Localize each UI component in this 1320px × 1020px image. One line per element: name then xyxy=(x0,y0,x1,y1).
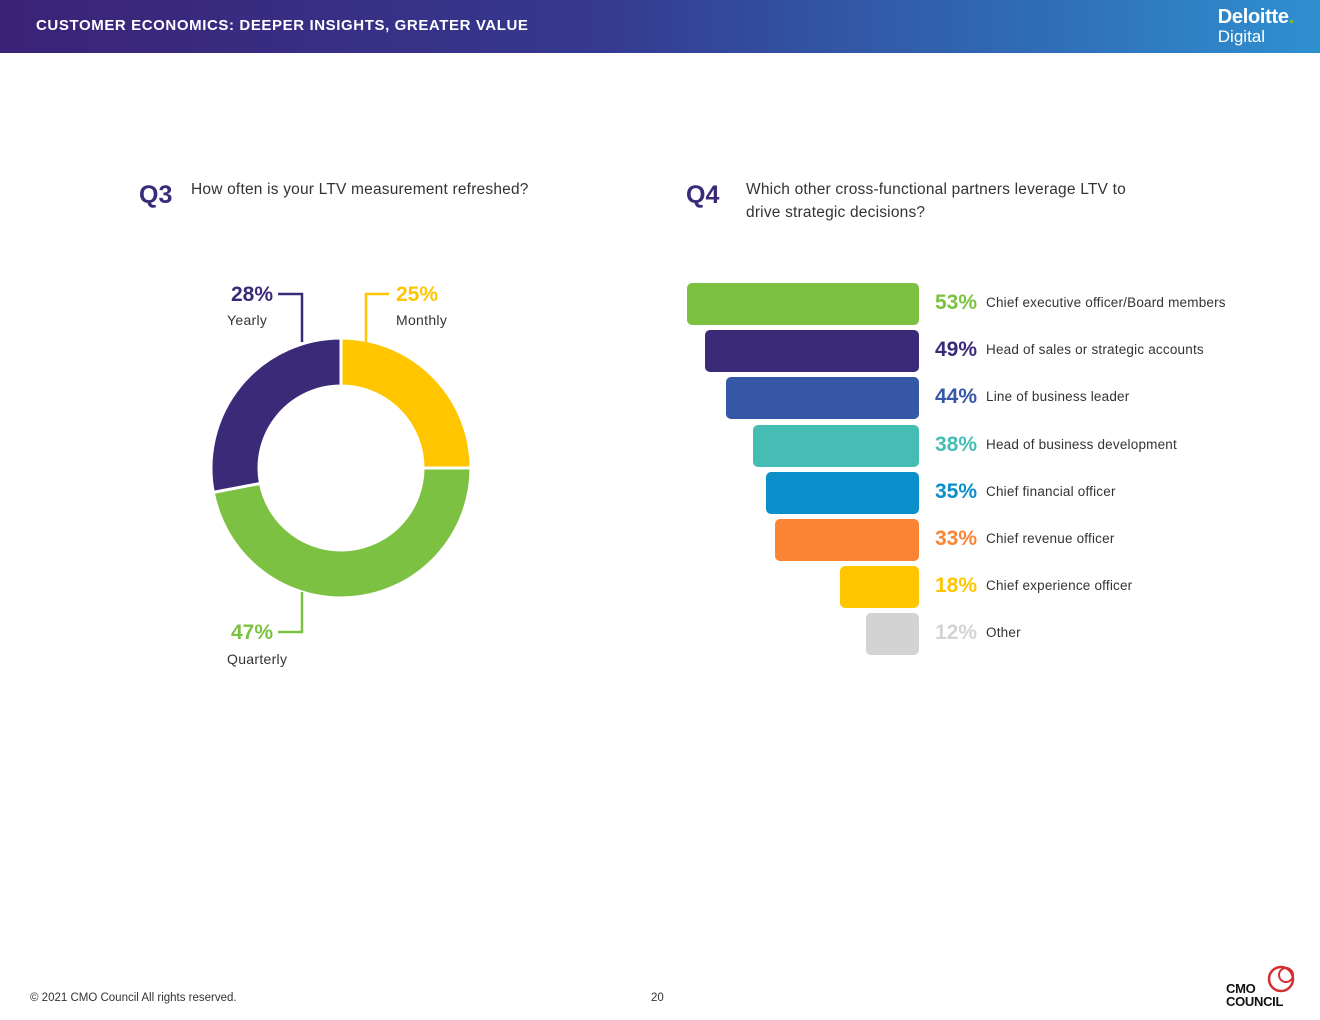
bar-label-row-1: Chief executive officer/Board members xyxy=(986,295,1226,310)
bar-row-8 xyxy=(866,613,919,656)
bar-label-row-7: Chief experience officer xyxy=(986,578,1133,594)
bar-row-6 xyxy=(774,519,919,561)
bar-value-row-6: 33% xyxy=(934,527,977,550)
bar-label-row-6: Chief revenue officer xyxy=(986,531,1115,546)
donut-slice-quarterly xyxy=(211,466,473,600)
bar-label-row-8: Other xyxy=(986,625,1021,641)
cmo-logo-line2: COUNCIL xyxy=(1226,994,1284,1009)
deloitte-digital-logo: Deloitte. Digital xyxy=(1217,6,1295,46)
bar-label-row-5: Chief financial officer xyxy=(986,483,1116,499)
cmo-logo-line1: CMO xyxy=(1226,981,1256,996)
bar-value-row-4: 38% xyxy=(934,432,977,456)
bar-label-row-3: Line of business leader xyxy=(986,389,1130,405)
page-number: 20 xyxy=(651,992,664,1004)
logo-subtitle: Digital xyxy=(1217,27,1266,46)
bar-row-1 xyxy=(687,283,919,325)
bar-value-row-1: 53% xyxy=(934,291,977,314)
q4-question-line2: drive strategic decisions? xyxy=(746,204,926,221)
cmo-council-logo: CMO COUNCIL xyxy=(1226,982,1283,1008)
q3-question: How often is your LTV measurement refres… xyxy=(191,181,529,198)
bar-row-7 xyxy=(840,566,919,609)
header-banner: CUSTOMER ECONOMICS: DEEPER INSIGHTS, GRE… xyxy=(0,0,1320,53)
donut-value-monthly: 25% xyxy=(396,283,438,306)
q3-label: Q3 xyxy=(139,181,173,209)
donut-slice-monthly xyxy=(339,336,473,470)
copyright-notice: © 2021 CMO Council All rights reserved. xyxy=(30,992,237,1004)
bar-value-row-3: 44% xyxy=(934,385,977,409)
bar-row-2 xyxy=(704,330,919,373)
donut-slice-yearly xyxy=(209,336,343,495)
logo-wordmark: Deloitte xyxy=(1217,6,1289,28)
donut-label-monthly: Monthly xyxy=(396,312,447,328)
bar-row-5 xyxy=(765,471,919,514)
logo-dot: . xyxy=(1288,6,1295,28)
report-title: CUSTOMER ECONOMICS: DEEPER INSIGHTS, GRE… xyxy=(36,17,529,34)
bar-row-3 xyxy=(726,377,919,420)
donut-value-quarterly: 47% xyxy=(231,621,273,644)
bar-value-row-7: 18% xyxy=(934,574,977,598)
bar-value-row-5: 35% xyxy=(934,479,977,503)
donut-label-yearly: Yearly xyxy=(227,312,267,328)
q4-question-line1: Which other cross-functional partners le… xyxy=(746,181,1126,198)
bar-label-row-4: Head of business development xyxy=(986,436,1177,452)
leader-line-yearly xyxy=(278,292,304,342)
bar-label-row-2: Head of sales or strategic accounts xyxy=(986,342,1204,358)
bar-value-row-2: 49% xyxy=(934,338,977,362)
bar-value-row-8: 12% xyxy=(934,621,977,645)
leader-line-quarterly xyxy=(278,592,304,634)
q4-label: Q4 xyxy=(686,181,720,209)
donut-label-quarterly: Quarterly xyxy=(227,651,287,667)
cmo-council-logo-mark xyxy=(1267,965,1295,993)
leader-line-monthly xyxy=(364,292,389,342)
frequency-donut-chart: 28% Yearly 25% Monthly 47% Quarterly xyxy=(209,283,473,667)
donut-value-yearly: 28% xyxy=(231,283,273,306)
bar-row-4 xyxy=(752,424,919,467)
q4-question: Which other cross-functional partners le… xyxy=(746,178,1126,224)
